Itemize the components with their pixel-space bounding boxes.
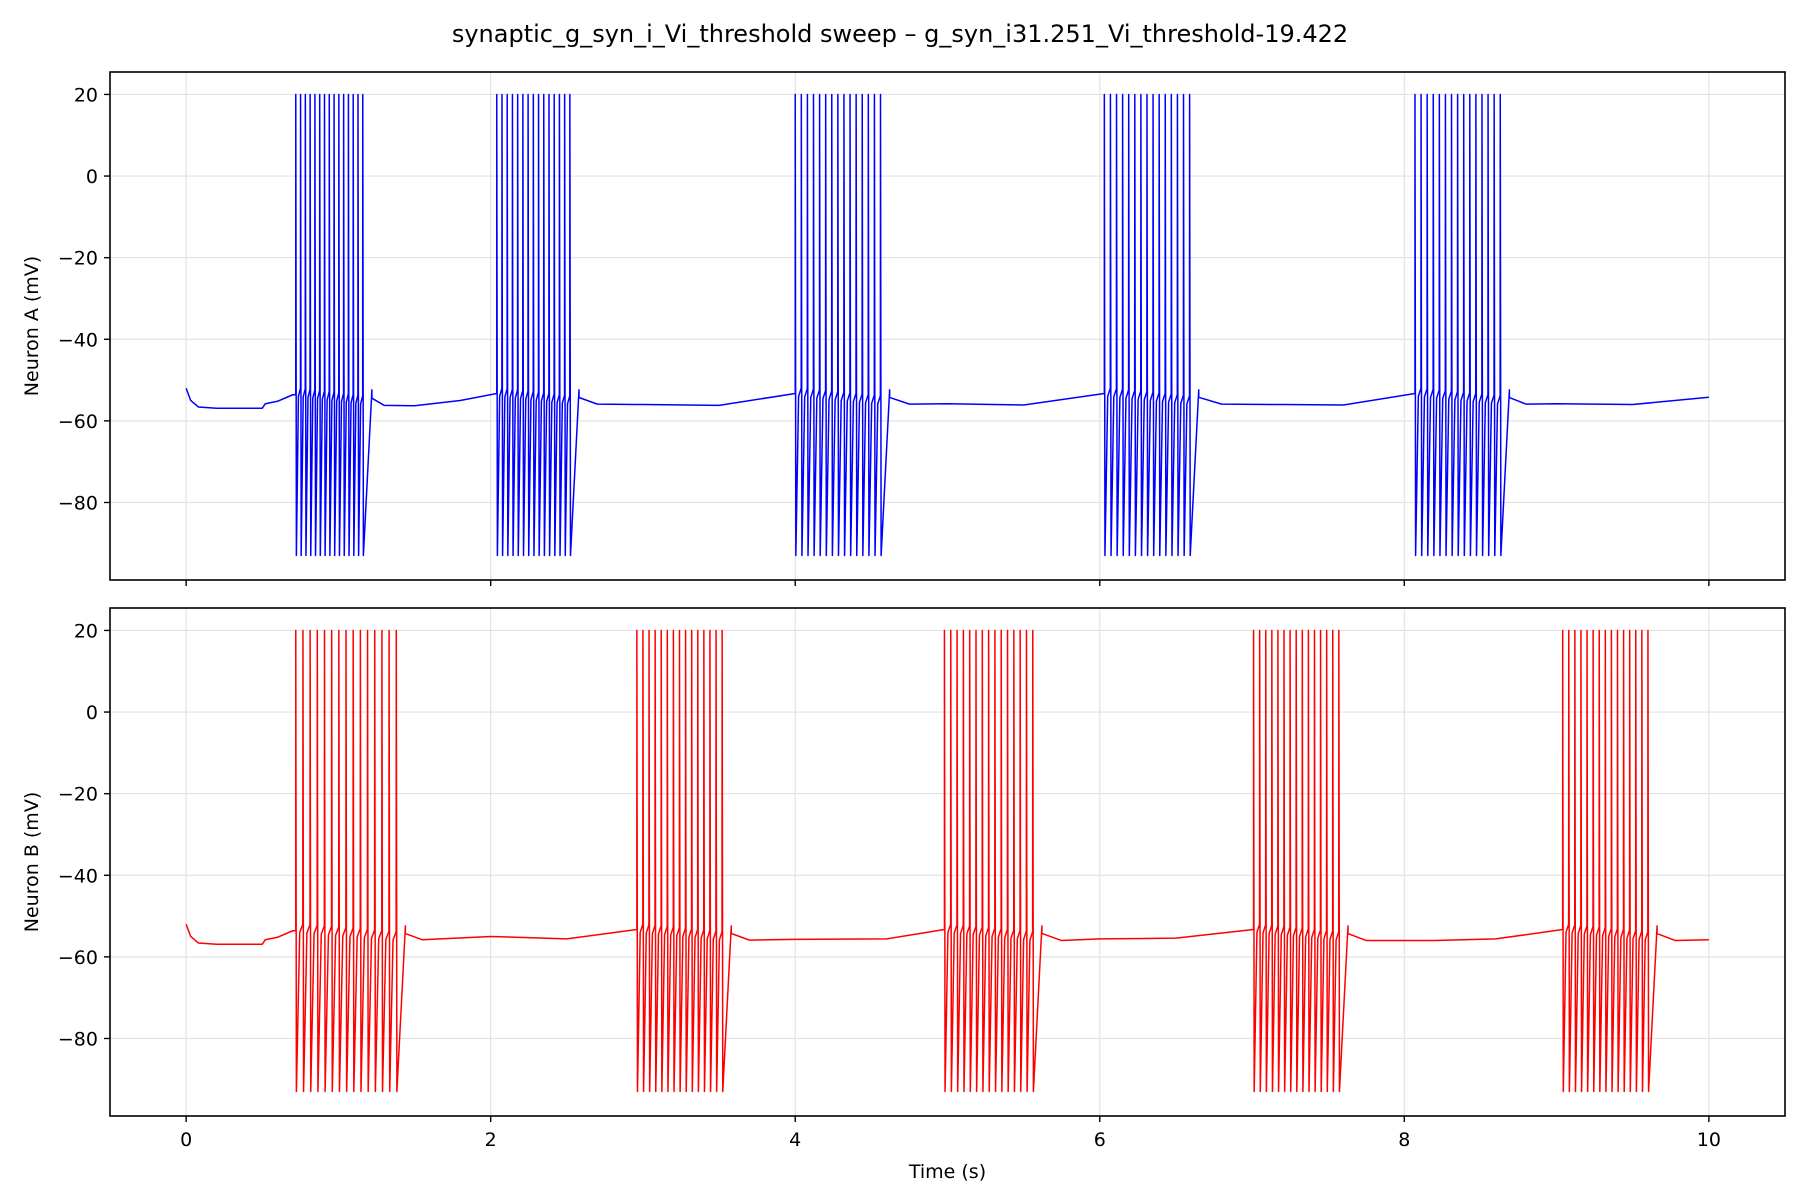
y-axis-label: Neuron A (mV) bbox=[21, 256, 43, 396]
axes-frame bbox=[109, 71, 1786, 581]
y-axis-label: Neuron B (mV) bbox=[21, 792, 43, 932]
y-tick-label: 20 bbox=[74, 84, 98, 106]
y-tick-label: 0 bbox=[86, 702, 98, 724]
y-tick-label: −20 bbox=[58, 248, 98, 270]
panel-neuron-b: 20 0 −20 −40 −60 −80 0 2 4 6 8 10 Neuron B (mV) Time … bbox=[21, 607, 1786, 1183]
x-tick-label: 6 bbox=[1094, 1129, 1106, 1151]
x-tick-label: 4 bbox=[789, 1129, 801, 1151]
x-tick-label: 10 bbox=[1697, 1129, 1721, 1151]
y-tick-label: −80 bbox=[58, 1028, 98, 1050]
x-tick-label: 2 bbox=[485, 1129, 497, 1151]
series-line bbox=[185, 629, 1709, 1093]
figure-title: synaptic_g_syn_i_Vi_threshold sweep – g_… bbox=[452, 20, 1348, 48]
x-axis-label: Time (s) bbox=[908, 1161, 986, 1183]
y-tick-label: −60 bbox=[58, 411, 98, 433]
y-tick-label: −20 bbox=[58, 784, 98, 806]
x-tick-label: 8 bbox=[1398, 1129, 1410, 1151]
y-tick-label: −60 bbox=[58, 947, 98, 969]
y-tick-label: −80 bbox=[58, 492, 98, 514]
x-tick-label: 0 bbox=[180, 1129, 192, 1151]
y-tick-label: −40 bbox=[58, 329, 98, 351]
series-line bbox=[185, 93, 1709, 557]
y-tick-label: 20 bbox=[74, 620, 98, 642]
y-tick-label: −40 bbox=[58, 865, 98, 887]
axes-frame bbox=[109, 607, 1786, 1117]
y-tick-label: 0 bbox=[86, 166, 98, 188]
panel-neuron-a: 20 0 −20 −40 −60 −80 Neuron A (mV) bbox=[21, 71, 1786, 586]
